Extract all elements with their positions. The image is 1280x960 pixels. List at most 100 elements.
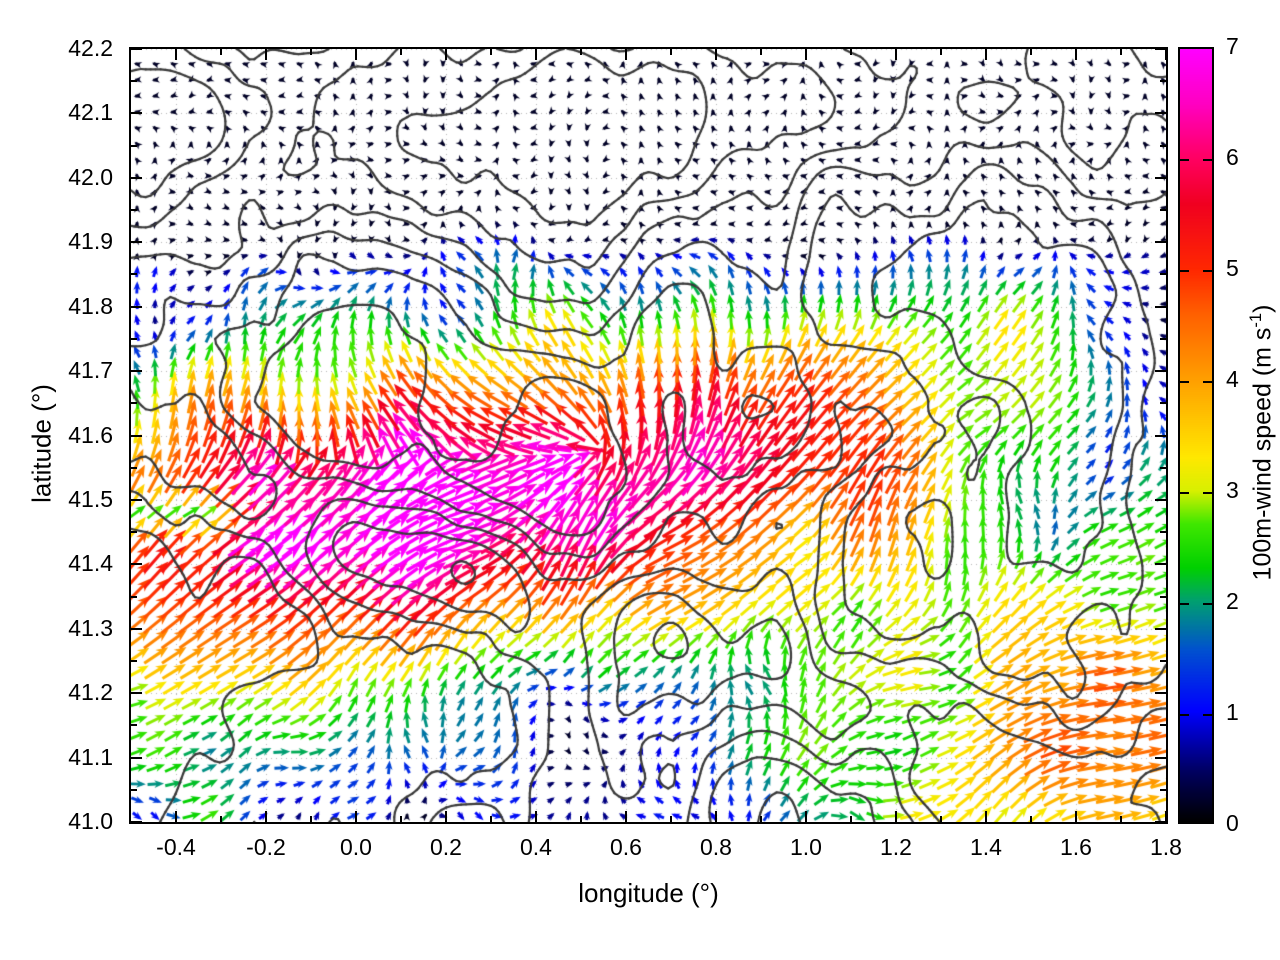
x-axis-minor-tick: [580, 49, 582, 55]
y-axis-minor-tick: [1160, 273, 1166, 276]
y-axis-title: latitude (°): [26, 384, 57, 503]
colorbar-tick-label: 2: [1226, 588, 1239, 614]
y-axis-minor-tick: [131, 659, 137, 662]
x-axis-tick: [805, 49, 807, 60]
y-axis-tick: [131, 241, 142, 244]
y-axis-tick: [1155, 305, 1166, 308]
colorbar-gradient: [1180, 49, 1212, 822]
x-axis-tick: [1165, 811, 1167, 822]
x-axis-minor-tick: [670, 49, 672, 55]
x-axis-tick: [895, 811, 897, 822]
x-axis-tick: [265, 811, 267, 822]
y-axis-tick-label: 41.8: [68, 292, 113, 319]
colorbar-title-exponent: -1: [1247, 312, 1266, 328]
y-axis-tick-label: 41.3: [68, 614, 113, 641]
x-axis-minor-tick: [850, 49, 852, 55]
y-axis-minor-tick: [131, 466, 137, 469]
colorbar-tick: [1180, 603, 1189, 605]
x-axis-tick: [1075, 49, 1077, 60]
y-axis-minor-tick: [1160, 80, 1166, 83]
colorbar-tick: [1203, 603, 1212, 605]
x-axis-title: longitude (°): [578, 878, 719, 908]
y-axis-tick-label: 41.9: [68, 228, 113, 255]
x-axis-tick-label: -0.2: [246, 834, 286, 860]
x-axis-minor-tick: [310, 49, 312, 55]
colorbar-tick-label: 5: [1226, 255, 1239, 281]
colorbar-tick: [1203, 159, 1212, 161]
y-axis-tick-label: 41.2: [68, 679, 113, 706]
y-axis-minor-tick: [131, 531, 137, 534]
y-axis-minor-tick: [131, 788, 137, 791]
x-axis-tick-label: 1.4: [970, 834, 1002, 860]
x-axis-tick: [985, 811, 987, 822]
y-axis-tick: [131, 48, 142, 50]
x-axis-tick: [445, 811, 447, 822]
x-axis-tick: [625, 49, 627, 60]
y-axis-minor-tick: [1160, 466, 1166, 469]
y-axis-tick: [1155, 821, 1166, 823]
y-axis-tick: [131, 821, 142, 823]
x-axis-tick: [265, 49, 267, 60]
x-axis-minor-tick: [490, 49, 492, 55]
y-axis-minor-tick: [131, 80, 137, 83]
colorbar-tick: [1203, 714, 1212, 716]
x-axis-tick: [1075, 811, 1077, 822]
y-axis-tick: [131, 176, 142, 179]
y-axis-minor-tick: [131, 595, 137, 598]
colorbar-tick: [1203, 492, 1212, 494]
colorbar-tick-label: 4: [1226, 366, 1239, 392]
x-axis-tick: [535, 49, 537, 60]
colorbar-title-tail: ): [1248, 304, 1277, 313]
y-axis-minor-tick: [131, 144, 137, 147]
colorbar-tick-label: 3: [1226, 477, 1239, 503]
colorbar-tick-label: 7: [1226, 33, 1239, 59]
y-axis-tick: [131, 563, 142, 566]
y-axis-tick: [131, 370, 142, 373]
x-axis-tick: [895, 49, 897, 60]
colorbar-title-text: 100m-wind speed (m s: [1248, 327, 1277, 581]
x-axis-minor-tick: [940, 49, 942, 55]
y-axis-tick: [1155, 434, 1166, 437]
y-axis-tick-label: 42.0: [68, 163, 113, 190]
x-axis-tick-label: 1.8: [1150, 834, 1182, 860]
y-axis-minor-tick: [131, 402, 137, 405]
y-axis-tick: [1155, 112, 1166, 115]
y-axis-tick: [131, 434, 142, 437]
x-axis-tick: [445, 49, 447, 60]
y-axis-tick-label: 42.1: [68, 99, 113, 126]
colorbar-tick: [1180, 492, 1189, 494]
x-axis-minor-tick: [1120, 816, 1122, 822]
y-axis-tick: [1155, 627, 1166, 630]
y-axis-tick: [1155, 48, 1166, 50]
y-axis-minor-tick: [1160, 724, 1166, 727]
colorbar-tick: [1203, 270, 1212, 272]
y-axis-tick-label: 41.4: [68, 550, 113, 577]
y-axis-tick-label: 41.5: [68, 485, 113, 512]
x-axis-tick: [805, 811, 807, 822]
y-axis-tick-label: 41.6: [68, 421, 113, 448]
x-axis-tick-label: 1.6: [1060, 834, 1092, 860]
x-axis-minor-tick: [1030, 816, 1032, 822]
y-axis-tick-label: 42.2: [68, 35, 113, 61]
x-axis-tick-label: 0.0: [340, 834, 372, 860]
x-axis-minor-tick: [760, 49, 762, 55]
x-axis-minor-tick: [850, 816, 852, 822]
x-axis-minor-tick: [940, 816, 942, 822]
y-axis-minor-tick: [1160, 659, 1166, 662]
y-axis-tick: [1155, 692, 1166, 695]
y-axis-tick: [1155, 176, 1166, 179]
y-axis-minor-tick: [131, 273, 137, 276]
y-axis-minor-tick: [131, 724, 137, 727]
x-axis-tick: [535, 811, 537, 822]
colorbar-title: 100m-wind speed (m s-1): [1247, 233, 1278, 653]
y-axis-tick: [131, 112, 142, 115]
x-axis-tick-label: 1.2: [880, 834, 912, 860]
x-axis-tick-label: 0.6: [610, 834, 642, 860]
x-axis-tick-label: -0.4: [156, 834, 196, 860]
y-axis-tick: [1155, 563, 1166, 566]
y-axis-tick-label: 41.0: [68, 808, 113, 834]
x-axis-tick-label: 1.0: [790, 834, 822, 860]
y-axis-tick: [1155, 370, 1166, 373]
y-axis-minor-tick: [1160, 788, 1166, 791]
